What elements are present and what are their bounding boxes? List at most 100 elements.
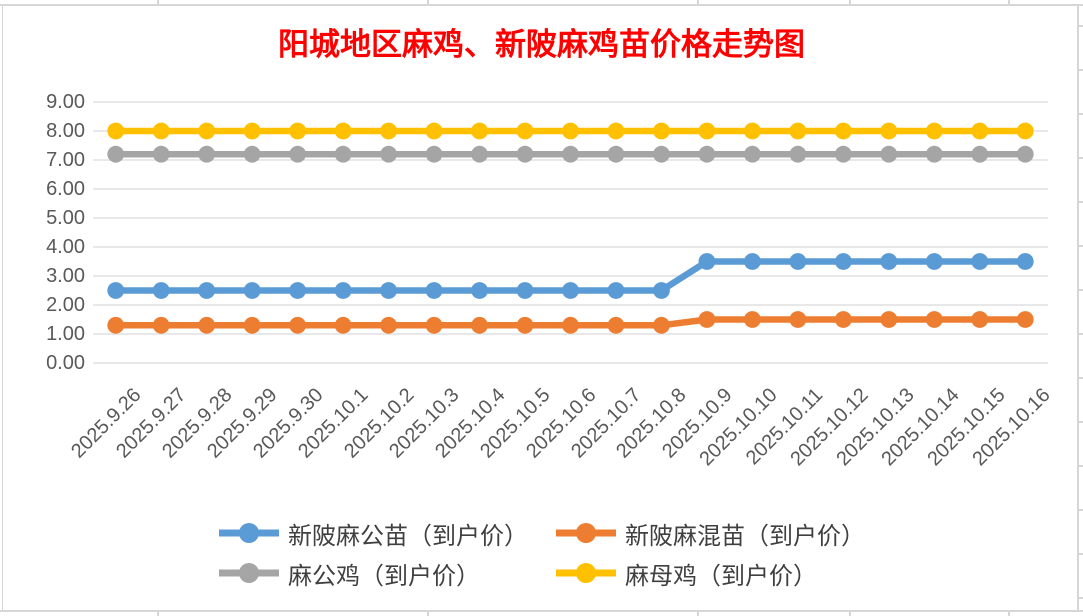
data-point-marker	[925, 145, 943, 163]
data-point-marker	[289, 122, 307, 140]
data-point-marker	[516, 316, 534, 334]
legend-item-xinpi-male-chick: 新陂麻公苗（到户价）	[219, 517, 528, 550]
spreadsheet-cell-border	[157, 612, 159, 616]
spreadsheet-cell-border	[1079, 157, 1083, 159]
data-point-marker	[653, 282, 670, 299]
data-point-marker	[289, 145, 307, 163]
spreadsheet-cell-border	[1079, 421, 1083, 423]
data-point-marker	[744, 311, 761, 328]
data-point-marker	[425, 316, 443, 334]
data-point-marker	[425, 145, 443, 163]
data-point-marker	[607, 316, 625, 334]
data-point-marker	[698, 311, 716, 328]
data-point-marker	[607, 122, 625, 140]
data-point-marker	[698, 122, 716, 140]
data-point-marker	[744, 145, 761, 163]
data-point-marker	[152, 316, 170, 334]
data-point-marker	[425, 282, 443, 299]
spreadsheet-cell-border	[1079, 69, 1083, 71]
legend-item-xinpi-mixed-chick: 新陂麻混苗（到户价）	[556, 517, 865, 550]
y-tick-label: 9.00	[46, 91, 85, 113]
spreadsheet-cell-border	[1079, 25, 1083, 27]
data-point-marker	[107, 145, 125, 163]
data-point-marker	[152, 282, 170, 299]
data-point-marker	[334, 122, 352, 140]
spreadsheet-cell-border	[1079, 509, 1083, 511]
data-point-marker	[107, 282, 125, 299]
spreadsheet-cell-border	[697, 612, 699, 616]
data-point-marker	[471, 282, 488, 299]
spreadsheet-cell-border	[0, 610, 1083, 612]
data-point-marker	[880, 122, 898, 140]
data-point-marker	[698, 253, 716, 270]
spreadsheet-cell-border	[849, 0, 851, 4]
data-point-marker	[1016, 145, 1034, 163]
data-point-marker	[880, 253, 898, 270]
y-tick-label: 7.00	[46, 149, 85, 171]
data-point-marker	[880, 145, 898, 163]
spreadsheet-cell-border	[1079, 553, 1083, 555]
data-point-marker	[834, 145, 852, 163]
data-point-marker	[289, 316, 307, 334]
data-point-marker	[243, 145, 261, 163]
data-point-marker	[789, 253, 807, 270]
data-point-marker	[334, 145, 352, 163]
data-point-marker	[198, 145, 216, 163]
data-point-marker	[334, 316, 352, 334]
data-point-marker	[107, 316, 125, 334]
legend-label: 麻公鸡（到户价）	[288, 563, 480, 590]
data-point-marker	[1016, 122, 1034, 140]
spreadsheet-cell-border	[1077, 4, 1079, 611]
legend-label: 新陂麻混苗（到户价）	[625, 523, 865, 550]
spreadsheet-cell-border	[1008, 0, 1010, 4]
data-point-marker	[744, 253, 761, 270]
data-point-marker	[198, 316, 216, 334]
data-point-marker	[562, 282, 579, 299]
data-point-marker	[334, 282, 352, 299]
chart-title: 阳城地区麻鸡、新陂麻鸡苗价格走势图	[278, 27, 805, 62]
data-point-marker	[925, 253, 943, 270]
legend-marker-line-dot	[556, 523, 616, 543]
y-tick-label: 6.00	[46, 178, 85, 200]
data-point-marker	[289, 282, 307, 299]
legend-marker-line-dot	[219, 523, 279, 543]
spreadsheet-cell-border	[1079, 201, 1083, 203]
data-point-marker	[834, 122, 852, 140]
legend-item-female-chicken: 麻母鸡（到户价）	[556, 557, 817, 590]
data-point-marker	[471, 145, 488, 163]
data-point-marker	[834, 311, 852, 328]
data-point-marker	[607, 282, 625, 299]
data-point-marker	[380, 122, 397, 140]
data-point-marker	[243, 122, 261, 140]
data-point-marker	[471, 122, 488, 140]
data-point-marker	[562, 316, 579, 334]
data-point-marker	[698, 145, 716, 163]
spreadsheet-cell-border	[1079, 465, 1083, 467]
data-point-marker	[516, 282, 534, 299]
data-point-marker	[243, 282, 261, 299]
data-point-marker	[243, 316, 261, 334]
spreadsheet-cell-border	[427, 0, 429, 4]
spreadsheet-cell-border	[697, 0, 699, 4]
spreadsheet-cell-border	[427, 612, 429, 616]
data-point-marker	[198, 122, 216, 140]
data-point-marker	[971, 253, 989, 270]
spreadsheet-cell-border	[1008, 612, 1010, 616]
data-point-marker	[380, 316, 397, 334]
legend-marker-line-dot	[556, 563, 616, 583]
data-point-marker	[880, 311, 898, 328]
y-tick-label: 4.00	[46, 236, 85, 258]
y-tick-label: 8.00	[46, 120, 85, 142]
data-point-marker	[653, 122, 670, 140]
data-point-marker	[107, 122, 125, 140]
data-point-marker	[471, 316, 488, 334]
legend-label: 麻母鸡（到户价）	[625, 563, 817, 590]
data-point-marker	[425, 122, 443, 140]
spreadsheet-cell-border	[1079, 289, 1083, 291]
y-tick-label: 5.00	[46, 207, 85, 229]
spreadsheet-cell-border	[1079, 377, 1083, 379]
data-point-marker	[789, 145, 807, 163]
data-point-marker	[925, 311, 943, 328]
data-point-marker	[971, 122, 989, 140]
